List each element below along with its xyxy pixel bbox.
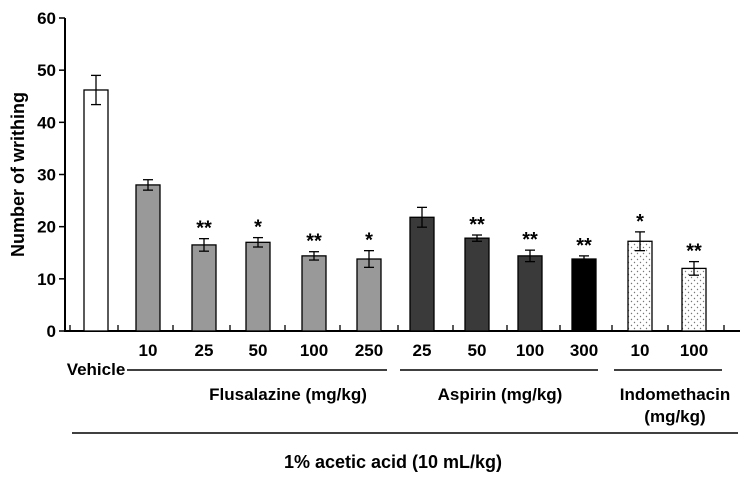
bar — [409, 216, 435, 332]
significance-mark: ** — [686, 241, 702, 263]
group-label: Flusalazine (mg/kg) — [209, 385, 367, 404]
axes — [59, 17, 740, 434]
bar — [356, 258, 382, 332]
significance-mark: ** — [469, 214, 485, 236]
category-label: 10 — [139, 341, 158, 360]
significance-mark: * — [365, 230, 373, 252]
footer-label: 1% acetic acid (10 mL/kg) — [284, 452, 502, 472]
bar — [245, 241, 271, 332]
significance-mark: ** — [306, 231, 322, 253]
bar — [83, 89, 109, 332]
group-label: (mg/kg) — [644, 407, 705, 426]
bars — [83, 74, 707, 332]
bar — [135, 184, 161, 332]
group-label: Aspirin (mg/kg) — [438, 385, 563, 404]
group-label: Indomethacin — [620, 385, 731, 404]
category-label: 100 — [300, 341, 328, 360]
bar — [571, 258, 597, 332]
significance-mark: ** — [576, 235, 592, 257]
y-axis-label: Number of writhing — [8, 92, 28, 257]
bar — [627, 240, 653, 332]
bar — [517, 255, 543, 332]
y-tick-label: 50 — [37, 61, 56, 80]
significance-mark: ** — [196, 218, 212, 240]
category-label: 50 — [468, 341, 487, 360]
bar — [681, 267, 707, 332]
category-label: 25 — [413, 341, 432, 360]
category-label: 10 — [631, 341, 650, 360]
bar — [301, 255, 327, 332]
category-label: Vehicle — [67, 360, 126, 379]
y-tick-label: 20 — [37, 218, 56, 237]
bar — [464, 237, 490, 332]
y-tick-label: 30 — [37, 166, 56, 185]
significance-mark: ** — [522, 229, 538, 251]
bar — [191, 244, 217, 332]
category-label: 100 — [680, 341, 708, 360]
category-label: 50 — [249, 341, 268, 360]
category-label: 100 — [516, 341, 544, 360]
category-label: 300 — [570, 341, 598, 360]
category-label: 250 — [355, 341, 383, 360]
significance-mark: * — [636, 211, 644, 233]
y-tick-label: 0 — [47, 322, 56, 341]
significance-mark: * — [254, 217, 262, 239]
y-tick-label: 10 — [37, 270, 56, 289]
category-label: 25 — [195, 341, 214, 360]
y-tick-label: 60 — [37, 9, 56, 28]
y-tick-label: 40 — [37, 113, 56, 132]
